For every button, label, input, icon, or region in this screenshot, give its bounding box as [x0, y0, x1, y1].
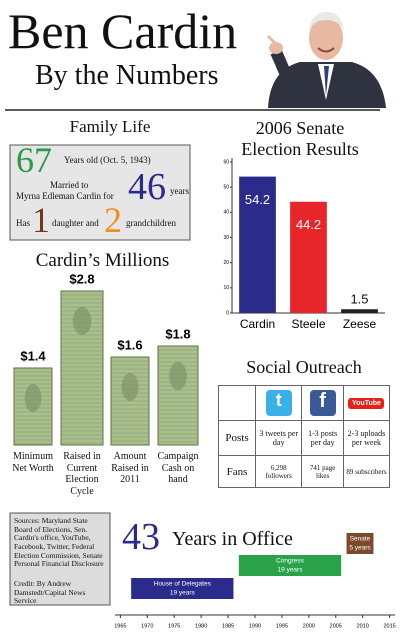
- money-stack: [60, 290, 104, 446]
- row-header: Fans: [217, 455, 257, 488]
- x-tick-label: Cardin: [240, 317, 275, 331]
- portrait: [266, 12, 386, 108]
- bill-portrait: [24, 384, 42, 412]
- cell: 6,298 followers: [255, 455, 303, 488]
- cell: 1-3 posts per day: [301, 420, 344, 456]
- bar-label: Congress: [276, 558, 305, 565]
- y-tick-label: 30: [223, 235, 229, 241]
- icon-row: t f YouTube: [217, 385, 391, 421]
- row-header: Posts: [217, 420, 257, 456]
- x-tick-label: Amount Raised in 2011: [111, 451, 149, 485]
- youtube-icon: YouTube: [348, 397, 385, 409]
- cell: 3 tweets per day: [255, 420, 303, 456]
- icon-cell: f: [301, 385, 344, 421]
- bill-portrait: [169, 362, 187, 390]
- section-title: Family Life: [69, 117, 151, 136]
- y-tick-label: 10: [223, 285, 229, 291]
- title: Ben Cardin: [8, 3, 238, 59]
- grandchildren: 2: [104, 200, 122, 240]
- daughters: 1: [32, 200, 50, 240]
- empty-cell: [217, 385, 257, 421]
- subtitle: By the Numbers: [35, 60, 219, 91]
- bar-duration: 19 years: [170, 590, 196, 597]
- data-label: $1.4: [20, 348, 46, 363]
- sources-text: Sources: Maryland State Board of Electio…: [14, 516, 104, 569]
- twitter-icon: t: [265, 390, 292, 416]
- has-text: Has: [16, 218, 30, 228]
- office-bar: [346, 533, 374, 554]
- x-tick-label: 2015: [383, 623, 395, 629]
- bar-duration: 5 years: [349, 545, 371, 552]
- cell: 741 page likes: [301, 455, 344, 488]
- x-tick-label: Steele: [291, 317, 325, 331]
- data-label: $2.8: [69, 271, 94, 286]
- data-label: 44.2: [296, 217, 321, 232]
- section-title: Social Outreach: [246, 357, 362, 377]
- table-row: Posts 3 tweets per day 1-3 posts per day…: [217, 420, 391, 456]
- x-tick-label: 1965: [114, 623, 126, 629]
- data-label: $1.8: [165, 326, 190, 341]
- bar-label: Senate: [350, 536, 371, 543]
- social-table: t f YouTube Posts 3 tweets per day 1-3 p…: [217, 385, 391, 488]
- table-row: Fans 6,298 followers 741 page likes 89 s…: [217, 455, 391, 488]
- x-tick-label: Campaign Cash on hand: [157, 451, 199, 485]
- bar: [239, 176, 276, 313]
- cell: 89 subscribers: [342, 455, 391, 488]
- daughter-text: daughter and: [52, 218, 99, 228]
- icon-cell: t: [255, 385, 303, 421]
- y-tick-label: 0: [226, 310, 229, 316]
- married-text: Married to: [50, 180, 89, 190]
- x-tick-label: 1995: [276, 623, 288, 629]
- office-bar: [131, 578, 234, 599]
- married-text: Myrna Edleman Cardin for: [16, 191, 114, 201]
- facebook-icon: f: [309, 390, 336, 416]
- x-tick-label: 1975: [168, 623, 180, 629]
- bill-portrait: [121, 373, 139, 401]
- age-text: Years old (Oct. 5, 1943): [64, 155, 151, 165]
- y-tick-label: 40: [223, 210, 229, 216]
- x-tick-label: 1970: [141, 623, 153, 629]
- x-tick-label: 2005: [330, 623, 342, 629]
- x-tick-label: 2010: [357, 623, 369, 629]
- family-box: [9, 144, 191, 241]
- chart-title: 2006 Senate Election Results: [241, 118, 359, 159]
- x-tick-label: Zeese: [343, 317, 377, 331]
- cell: 2-3 uploads per week: [342, 420, 391, 456]
- y-tick-label: 50: [223, 184, 229, 190]
- x-tick-label: 1990: [249, 623, 261, 629]
- data-label: $1.6: [117, 337, 142, 352]
- years-word: years: [170, 186, 189, 196]
- icon-cell: YouTube: [342, 385, 391, 421]
- grandchildren-text: grandchildren: [126, 218, 176, 228]
- timeline-number: 43: [122, 516, 160, 558]
- bar: [290, 201, 327, 313]
- bar-duration: 19 years: [278, 567, 304, 574]
- x-tick-label: 1980: [195, 623, 207, 629]
- chart-title: Cardin’s Millions: [35, 250, 170, 271]
- married-years: 46: [128, 166, 166, 208]
- y-tick-label: 60: [223, 159, 229, 165]
- sources-box: [9, 512, 111, 606]
- money-stack: [157, 345, 199, 446]
- y-tick-label: 20: [223, 260, 229, 266]
- money-stack: [13, 367, 53, 446]
- age: 67: [16, 140, 52, 180]
- bill-portrait: [72, 307, 92, 335]
- office-bar: [238, 555, 342, 576]
- x-tick-label: Minimum Net Worth: [12, 451, 54, 474]
- credit-text: Credit: By Andrew Damstedt/Capital News …: [14, 579, 86, 606]
- data-label: 54.2: [245, 192, 270, 207]
- x-tick-label: 2000: [303, 623, 315, 629]
- x-tick-label: Raised in Current Election Cycle: [63, 451, 101, 497]
- chart-title: Years in Office: [172, 528, 293, 550]
- data-label: 1.5: [350, 292, 368, 307]
- money-stack: [110, 356, 150, 446]
- bar: [341, 309, 378, 313]
- bar-label: House of Delegates: [154, 581, 212, 588]
- x-tick-label: 1985: [222, 623, 234, 629]
